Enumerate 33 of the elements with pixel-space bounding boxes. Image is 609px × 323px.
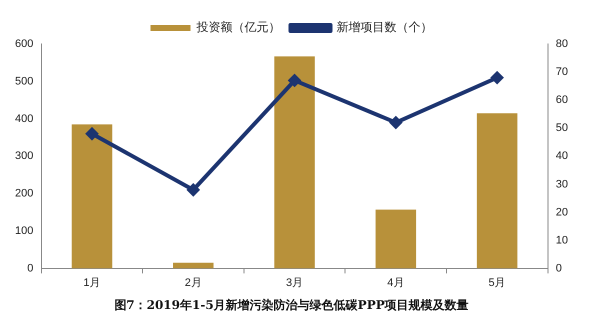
point [390, 116, 402, 129]
x-tick-label: 5月 [488, 277, 506, 290]
y-tick-label: 500 [14, 75, 34, 88]
y2-tick-label: 0 [556, 262, 562, 274]
legend-label: 新增项目数（个） [336, 20, 432, 34]
point [288, 74, 301, 86]
y2-tick-label: 70 [556, 66, 568, 78]
y2-tick-label: 80 [556, 38, 568, 50]
bar [72, 124, 112, 268]
y2-tick-label: 40 [556, 150, 568, 162]
bar [376, 210, 416, 268]
y-tick-label: 600 [14, 38, 34, 50]
point [187, 184, 200, 196]
legend-label: 投资额（亿元） [196, 20, 280, 34]
x-tick-label: 1月 [83, 277, 101, 290]
y2-tick-label: 10 [556, 234, 568, 246]
y-tick-label: 300 [14, 150, 34, 162]
y2-tick-label: 20 [556, 206, 568, 218]
x-tick-label: 3月 [286, 277, 304, 290]
y-tick-label: 200 [14, 188, 34, 200]
y2-tick-label: 50 [556, 122, 568, 134]
point [86, 128, 98, 140]
y-tick-label: 100 [14, 225, 34, 238]
x-tick-label: 2月 [184, 277, 202, 290]
bar [274, 56, 315, 268]
x-tick-label: 4月 [387, 277, 404, 290]
point [491, 72, 504, 84]
y2-tick-label: 30 [556, 178, 568, 190]
text: 图7：2019年1-5月新增污染防治与绿色低碳PPP项目规模及数量 [114, 298, 469, 312]
y2-tick-label: 60 [556, 94, 568, 106]
bar [476, 113, 518, 268]
y-tick-label: 0 [27, 262, 34, 274]
y-tick-label: 400 [14, 112, 34, 125]
